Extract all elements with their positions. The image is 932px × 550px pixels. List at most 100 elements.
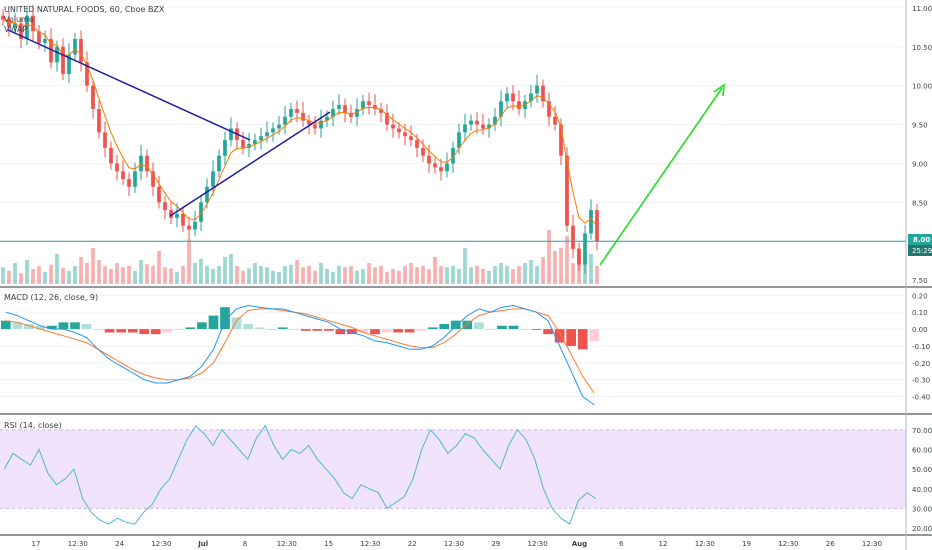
macd-histogram-bar [370, 329, 380, 335]
time-tick-label: 12:30 [360, 540, 380, 548]
macd-legend: MACD (12, 26, close, 9) [4, 293, 98, 302]
candle [253, 140, 257, 144]
candle [481, 124, 485, 129]
macd-histogram-bar [35, 325, 46, 330]
time-tick-label: 12:30 [151, 540, 171, 548]
macd-histogram-bar [554, 329, 565, 343]
macd-histogram-bar [416, 329, 426, 331]
volume-bar [79, 257, 83, 284]
volume-bar [331, 272, 335, 284]
candle [229, 128, 233, 141]
macd-axis[interactable]: 0.20 0.10 0.00 -0.10 -0.20 -0.30 -0.40 [912, 292, 930, 401]
time-axis[interactable]: 17 12:30 24 12:30 Jul 8 12:30 15 12:30 22 12:30 29 1… [32, 540, 883, 548]
macd-histogram-bar [312, 329, 323, 331]
vwap-line [2, 19, 598, 227]
candle [163, 202, 167, 211]
volume-bar [19, 273, 23, 284]
rsi-tick-label: 20.00 [912, 525, 932, 533]
macd-tick-label: -0.30 [912, 377, 930, 385]
candle [319, 120, 323, 129]
candle [223, 140, 227, 156]
macd-tick-label: 0.20 [912, 292, 928, 300]
volume-bar [439, 266, 443, 284]
time-tick-label: Jul [197, 540, 208, 548]
candle [493, 116, 497, 125]
macd-line [5, 304, 595, 406]
macd-tick-label: 0.00 [912, 326, 928, 334]
candle [379, 109, 383, 113]
macd-histogram-bar [404, 329, 415, 333]
volume-bar [229, 254, 233, 284]
macd-histogram-bar [439, 324, 450, 330]
volume-bar [277, 272, 281, 284]
volume-bar [13, 263, 17, 284]
volume-bar [487, 270, 491, 284]
macd-histogram [0, 307, 600, 350]
price-badge [908, 234, 932, 245]
candles [1, 4, 599, 274]
volume-bar [493, 266, 497, 284]
macd-histogram-bar [12, 322, 23, 330]
macd-histogram-bar [47, 325, 57, 330]
price-panel[interactable]: UNITED NATURAL FOODS, 60, Cboe BZX Volum… [0, 4, 906, 284]
macd-histogram-bar [243, 324, 253, 330]
candle [469, 120, 473, 125]
candle [217, 155, 221, 172]
candle [127, 179, 131, 187]
volume-bar [385, 272, 389, 284]
volume-bar [139, 260, 143, 284]
volume-bar [145, 264, 149, 284]
candle [547, 101, 551, 117]
candle [67, 54, 71, 74]
volume-bar [163, 267, 167, 284]
time-tick-label: 15 [324, 540, 333, 548]
macd-panel[interactable]: MACD (12, 26, close, 9) [0, 293, 906, 406]
time-tick-label: 12:30 [277, 540, 297, 548]
macd-histogram-bar [104, 329, 115, 333]
price-badge-text: 8.00 [913, 236, 930, 244]
volume-bar [337, 266, 341, 284]
rsi-panel[interactable]: RSI (14, close) [0, 421, 906, 525]
candle [211, 171, 215, 187]
volume-bar [547, 230, 551, 284]
volume-bar [61, 267, 65, 284]
candle [391, 124, 395, 129]
rsi-tick-label: 50.00 [912, 466, 932, 474]
volume-bar [319, 263, 323, 284]
price-tick-label: 10.50 [912, 44, 932, 52]
volume-bar [565, 236, 569, 284]
volume-bar [55, 254, 59, 284]
volume-bar [355, 270, 359, 284]
candle [325, 116, 329, 121]
macd-histogram-bar [174, 329, 184, 330]
candle [199, 202, 203, 222]
trendline-lower [169, 111, 331, 217]
volume-bar [463, 248, 467, 284]
time-tick-label: 12:30 [778, 540, 798, 548]
volume-legend: Volume [4, 15, 34, 24]
candle [271, 128, 275, 133]
candle [511, 93, 515, 102]
volume-bar [199, 258, 203, 284]
volume-bar [517, 266, 521, 284]
candle [169, 210, 173, 218]
volume-bar [103, 266, 107, 284]
candle [355, 109, 359, 117]
volume-bar [307, 266, 311, 284]
volume-bar [265, 267, 269, 284]
candle [301, 112, 305, 121]
candle [349, 112, 353, 117]
candle [553, 116, 557, 125]
rsi-tick-label: 30.00 [912, 505, 932, 513]
macd-histogram-bar [347, 329, 357, 335]
time-tick-label: 12 [659, 540, 668, 548]
candle [37, 31, 41, 43]
volume-bar [1, 267, 5, 284]
rsi-axis[interactable]: 70.00 60.00 50.00 40.00 30.00 20.00 [912, 427, 932, 533]
macd-histogram-bar [150, 329, 161, 335]
volume-bar [535, 266, 539, 284]
volume-bar [127, 266, 131, 284]
volume-bar [511, 269, 515, 284]
candle [529, 93, 533, 102]
